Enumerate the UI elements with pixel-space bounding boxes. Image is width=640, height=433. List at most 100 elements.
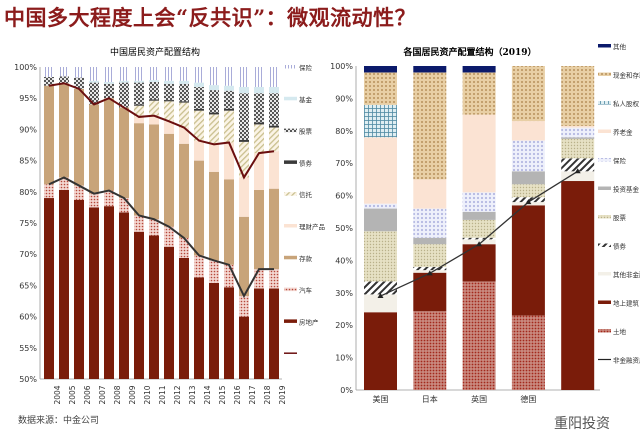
bar-segment-car xyxy=(224,264,234,288)
x-tick-label: 2019 xyxy=(278,385,287,404)
bar-segment-wm xyxy=(239,177,249,217)
bar-segment-land xyxy=(413,311,447,390)
legend-label: 私人股权 xyxy=(613,99,640,108)
bar-segment-wm xyxy=(209,144,219,172)
bar-segment-car xyxy=(104,190,114,207)
bar-segment-ins2 xyxy=(511,140,545,172)
bar-segment-wm xyxy=(561,125,595,128)
bar-segment-ins xyxy=(89,67,99,81)
legend-label: 现金和存款 xyxy=(613,71,640,80)
bar-segment-fund xyxy=(209,85,219,91)
bar-segment-onf xyxy=(561,171,595,182)
bar-segment-ins xyxy=(254,67,264,87)
bar-segment-stock xyxy=(254,93,264,123)
bar-segment-re xyxy=(511,205,545,316)
legend-label: 地上建筑 xyxy=(613,299,640,308)
legend-label: 保险 xyxy=(299,63,313,72)
y-tick-label: 40% xyxy=(335,256,353,265)
x-tick-label: 2012 xyxy=(173,385,182,404)
legend-swatch-car xyxy=(284,287,297,292)
x-tick-label: 2004 xyxy=(53,385,62,404)
y-tick-label: 100% xyxy=(330,62,353,71)
legend-label: 股票 xyxy=(613,214,627,222)
bar-segment-fund xyxy=(239,86,249,94)
bar-segment-onf xyxy=(364,294,397,313)
source-note: 数据来源：中金公司 xyxy=(18,416,100,426)
bar-segment-dep xyxy=(44,85,54,185)
legend-label: 股票 xyxy=(299,128,313,136)
y-tick-label: 70% xyxy=(335,159,353,168)
bar-segment-land xyxy=(511,315,545,390)
y-tick-label: 55% xyxy=(19,344,37,353)
line-marker xyxy=(574,168,581,174)
bar-segment-stock xyxy=(194,86,204,109)
bar-segment-car xyxy=(239,296,249,317)
bar-segment-bond xyxy=(194,108,204,111)
y-tick-label: 60% xyxy=(335,192,353,201)
bar-segment-bond xyxy=(179,101,189,103)
bar-segment-dep xyxy=(209,171,219,261)
bar-segment-wm xyxy=(134,116,144,124)
bar-segment-stock xyxy=(104,83,114,99)
bar-segment-bond2 xyxy=(561,158,595,172)
bar-segment-re xyxy=(59,189,69,379)
x-tick-label: 2014 xyxy=(203,385,212,404)
x-tick-label: 2007 xyxy=(98,385,107,404)
bar-segment-stock xyxy=(74,77,84,89)
bar-segment-car xyxy=(149,219,159,236)
bar-segment-pe xyxy=(364,104,397,138)
bar-segment-wm xyxy=(413,179,447,209)
bar-segment-fund xyxy=(89,80,99,83)
bar-segment-re xyxy=(269,288,279,379)
bar-segment-bond xyxy=(224,108,234,111)
bar-segment-trust xyxy=(239,141,249,178)
bar-segment-ins xyxy=(194,67,204,83)
legend-swatch-re xyxy=(284,319,297,323)
bar-segment-stock xyxy=(59,76,69,84)
x-tick-label: 2018 xyxy=(263,385,272,404)
bar-segment-ins2 xyxy=(364,203,397,209)
bar-segment-car xyxy=(74,185,84,200)
bar-segment-stock2 xyxy=(561,138,595,159)
legend-label: 汽车 xyxy=(299,286,313,295)
legend-label: 养老金 xyxy=(613,128,633,137)
bar-segment-stock2 xyxy=(413,244,447,267)
bar-segment-re xyxy=(104,206,114,379)
bar-segment-ins2 xyxy=(413,208,447,238)
bar-segment-ins2 xyxy=(561,127,595,138)
x-tick-label: 2013 xyxy=(188,385,197,404)
bar-segment-re xyxy=(164,246,174,379)
bar-segment-dep xyxy=(239,216,249,297)
bar-segment-fund2 xyxy=(364,208,397,232)
bar-segment-dep xyxy=(164,133,174,227)
bar-segment-dep xyxy=(179,143,189,238)
bar-segment-re xyxy=(209,282,219,379)
legend-swatch-bond xyxy=(284,160,297,164)
line-marker xyxy=(476,241,483,247)
bar-segment-stock xyxy=(224,90,234,109)
bar-segment-ins xyxy=(164,67,174,81)
bar-segment-bond2 xyxy=(364,281,397,295)
countries-asset-chart: 各国居民资产配置结构（2019） 0% 10% 20% 30% 40% 50% 60% 70%… xyxy=(330,42,640,404)
legend-swatch-ins2 xyxy=(598,158,611,162)
bar-segment-car xyxy=(254,269,264,289)
bar-segment-re xyxy=(462,244,496,282)
legend-swatch-onf xyxy=(598,272,611,276)
x-tick-label: 2006 xyxy=(83,385,92,404)
y-tick-label: 90% xyxy=(19,125,37,134)
y-tick-label: 75% xyxy=(19,219,37,228)
bar-segment-re xyxy=(413,272,447,312)
bar-segment-wm xyxy=(194,140,204,161)
bar-segment-dep xyxy=(74,88,84,186)
bar-segment-re xyxy=(74,199,84,379)
bar-segment-stock xyxy=(239,93,249,141)
bar-segment-fund xyxy=(254,86,264,94)
legend-swatch-re xyxy=(598,300,611,304)
bar-segment-ins xyxy=(239,67,249,87)
bar-segment-re xyxy=(179,257,189,379)
legend-label: 非金融资产占比 xyxy=(613,356,640,365)
bar-segment-cash xyxy=(511,66,545,122)
bar-segment-ins xyxy=(149,67,159,81)
bar-segment-ins xyxy=(119,67,129,81)
bar-segment-car xyxy=(119,198,129,213)
